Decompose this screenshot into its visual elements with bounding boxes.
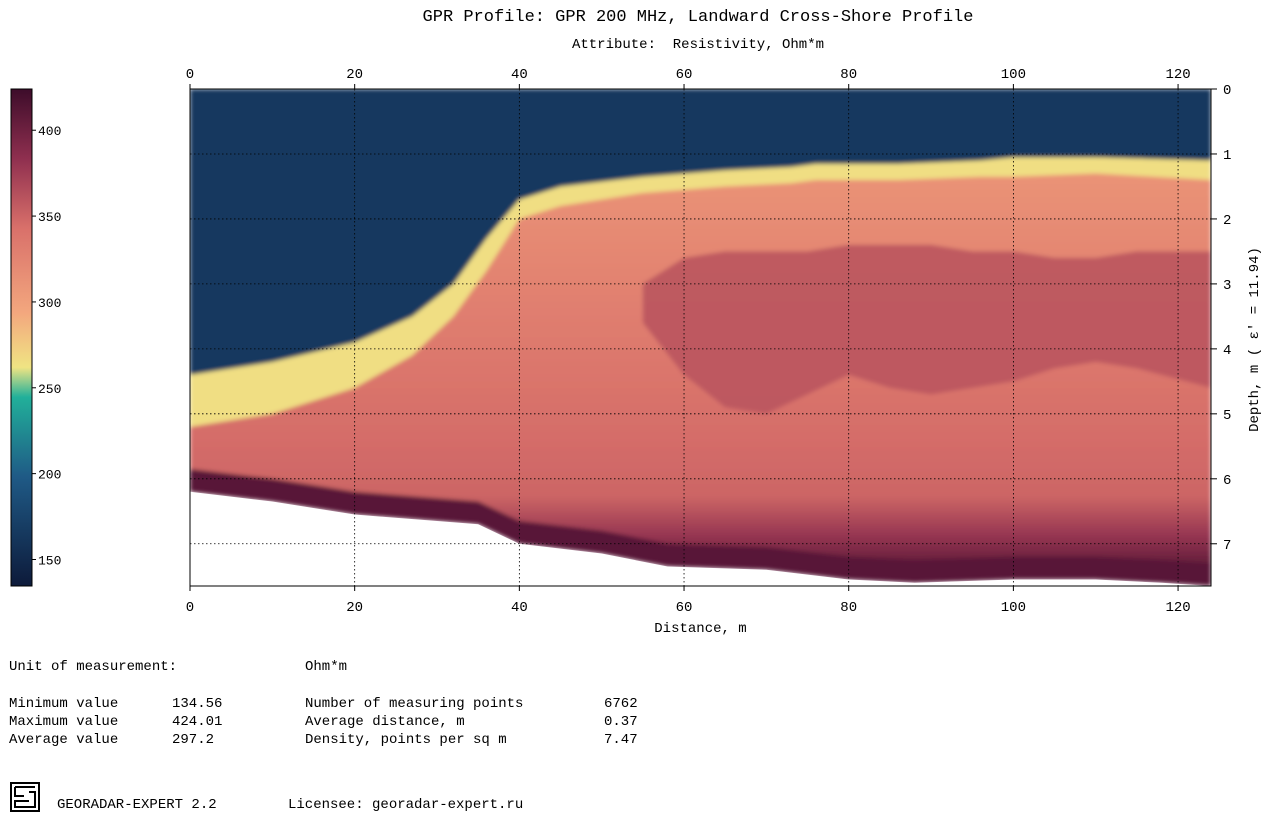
- x-tick-label-bottom-20: 20: [346, 600, 363, 616]
- y-tick-label-2: 2: [1223, 213, 1231, 229]
- x-tick-label-bottom-0: 0: [186, 600, 194, 616]
- distance-value: 0.37: [604, 714, 638, 730]
- no-data-area: [190, 491, 1211, 586]
- layer-group: [190, 89, 1211, 586]
- x-tick-label-top-0: 0: [186, 67, 194, 83]
- chart-subtitle: Attribute: Resistivity, Ohm*m: [571, 37, 825, 53]
- licensee: Licensee: georadar-expert.ru: [288, 797, 524, 813]
- points-value: 6762: [604, 696, 638, 712]
- x-tick-label-bottom-80: 80: [840, 600, 857, 616]
- points-label: Number of measuring points: [305, 696, 524, 712]
- colorbar-label-150: 150: [38, 553, 61, 568]
- colorbar-label-200: 200: [38, 468, 61, 483]
- min-value: 134.56: [172, 696, 223, 712]
- x-axis-label: Distance, m: [654, 621, 746, 637]
- y-tick-label-0: 0: [1223, 83, 1231, 99]
- y-tick-label-1: 1: [1223, 148, 1231, 164]
- x-tick-label-bottom-120: 120: [1165, 600, 1190, 616]
- density-value: 7.47: [604, 732, 638, 748]
- x-tick-label-top-100: 100: [1001, 67, 1026, 83]
- georadar-logo-icon: [10, 782, 40, 812]
- distance-label: Average distance, m: [305, 714, 465, 730]
- x-tick-label-bottom-100: 100: [1001, 600, 1026, 616]
- plot-area: [190, 89, 1211, 586]
- layer-base-high: [190, 469, 1211, 586]
- min-label: Minimum value: [9, 696, 119, 712]
- layer-core-high: [642, 244, 1211, 414]
- unit-label: Unit of measurement:: [9, 659, 178, 675]
- density-label: Density, points per sq m: [305, 732, 507, 748]
- x-tick-label-bottom-60: 60: [676, 600, 693, 616]
- chart-title: GPR Profile: GPR 200 MHz, Landward Cross…: [422, 8, 974, 27]
- y-tick-label-7: 7: [1223, 538, 1231, 554]
- plot-frame: [189, 88, 1212, 587]
- layer-upper-low: [190, 89, 1211, 375]
- colorbar-label-300: 300: [38, 296, 61, 311]
- x-tick-label-top-120: 120: [1165, 67, 1190, 83]
- avg-label: Average value: [9, 732, 119, 748]
- app-name: GEORADAR-EXPERT 2.2: [57, 797, 217, 813]
- avg-value: 297.2: [172, 732, 215, 748]
- max-value: 424.01: [172, 714, 223, 730]
- y-tick-label-6: 6: [1223, 473, 1231, 489]
- colorbar-label-400: 400: [38, 124, 61, 139]
- x-tick-label-top-80: 80: [840, 67, 857, 83]
- gpr-profile-chart: 002020404060608080100100120120Distance, …: [10, 67, 1263, 637]
- colorbar-label-250: 250: [38, 382, 61, 397]
- y-tick-label-4: 4: [1223, 343, 1231, 359]
- x-tick-label-bottom-40: 40: [511, 600, 528, 616]
- y-tick-label-3: 3: [1223, 278, 1231, 294]
- colorbar: [10, 88, 33, 587]
- x-tick-label-top-20: 20: [346, 67, 363, 83]
- max-label: Maximum value: [9, 714, 119, 730]
- y-tick-label-5: 5: [1223, 408, 1231, 424]
- unit-value: Ohm*m: [305, 659, 348, 675]
- y-axis-label: Depth, m ( ε' = 11.94): [1247, 247, 1263, 432]
- x-tick-label-top-60: 60: [676, 67, 693, 83]
- colorbar-label-350: 350: [38, 210, 61, 225]
- x-tick-label-top-40: 40: [511, 67, 528, 83]
